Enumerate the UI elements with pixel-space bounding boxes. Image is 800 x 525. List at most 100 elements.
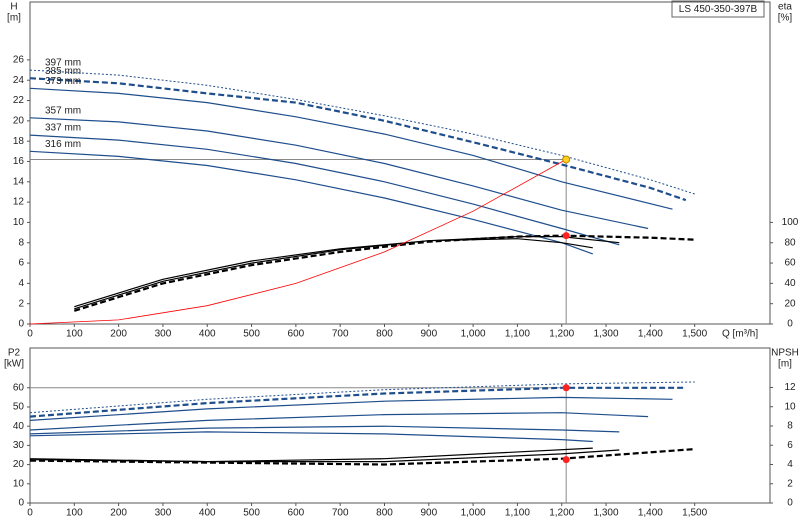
y-label: P2 (8, 348, 21, 359)
x-tick-label: 1,500 (682, 329, 707, 340)
curve (29, 150, 594, 255)
x-tick-label: 800 (376, 329, 393, 340)
y-tick-label: 0 (18, 498, 24, 509)
y-unit: [m] (7, 13, 21, 24)
x-tick-label: 1,200 (549, 329, 574, 340)
x-tick-label: 1,300 (594, 329, 619, 340)
y2-tick-label: 4 (787, 459, 793, 470)
curve (29, 134, 620, 246)
curve (29, 159, 567, 325)
curve-label: 397 mm (45, 58, 81, 69)
y-tick-label: 6 (18, 258, 24, 269)
y2-unit: [m] (778, 359, 792, 370)
x-tick-label: 700 (332, 329, 349, 340)
y-tick-label: 0 (18, 319, 24, 330)
y2-tick-label: 10 (784, 401, 796, 412)
curve-label: 385 mm (45, 66, 81, 77)
y2-tick-label: 60 (784, 258, 796, 269)
curve (29, 77, 687, 202)
curve (29, 447, 593, 463)
x-tick-label: 1,000 (461, 508, 486, 519)
plot-frame (29, 1, 771, 325)
y-tick-label: 2 (18, 298, 24, 309)
y-tick-label: 16 (13, 156, 25, 167)
duty-point-y2 (562, 232, 570, 240)
y2-tick-label: 40 (784, 278, 796, 289)
curve (29, 69, 695, 195)
curve-label: 357 mm (45, 105, 81, 116)
x-tick-label: 500 (243, 329, 260, 340)
y-tick-label: 40 (13, 421, 25, 432)
x-tick-label: 300 (155, 508, 172, 519)
x-tick-label: 400 (199, 508, 216, 519)
x-tick-label: 1,200 (549, 508, 574, 519)
y2-tick-label: 20 (784, 298, 796, 309)
y2-tick-label: 2 (787, 478, 793, 489)
curve (73, 234, 695, 312)
x-tick-label: 100 (66, 329, 83, 340)
x-tick-label: 1,000 (461, 329, 486, 340)
y-tick-label: 18 (13, 136, 25, 147)
x-tick-label: 200 (110, 329, 127, 340)
x-tick-label: 900 (420, 508, 437, 519)
y2-tick-label: 0 (787, 319, 793, 330)
y-tick-label: 20 (13, 459, 25, 470)
y-label: H (10, 2, 17, 13)
x-tick-label: 1,500 (682, 508, 707, 519)
y2-label: NPSH (771, 348, 799, 359)
x-tick-label: 0 (27, 508, 33, 519)
curve (29, 412, 649, 431)
curve (74, 236, 620, 310)
y2-tick-label: 12 (784, 382, 796, 393)
y2-label: eta (778, 2, 792, 13)
y-unit: [kW] (4, 359, 24, 370)
curve (29, 117, 649, 230)
y2-tick-label: 0 (787, 498, 793, 509)
curve (29, 396, 673, 421)
y-tick-label: 12 (13, 197, 25, 208)
curve-label: 337 mm (45, 123, 81, 134)
x-tick-label: 500 (243, 508, 260, 519)
x-tick-label: 1,400 (638, 329, 663, 340)
duty-point (562, 384, 570, 392)
y-tick-label: 24 (13, 75, 25, 86)
x-tick-label: 1,100 (505, 508, 530, 519)
curve (74, 238, 593, 308)
y2-tick-label: 100 (782, 217, 799, 228)
plot-frame (29, 347, 771, 504)
y-tick-label: 10 (13, 217, 25, 228)
x-tick-label: 1,300 (594, 508, 619, 519)
model-box (671, 0, 765, 18)
y-tick-label: 14 (13, 176, 25, 187)
y2-tick-label: 8 (787, 421, 793, 432)
duty-point (562, 155, 571, 164)
x-tick-label: 1,100 (505, 329, 530, 340)
y-tick-label: 50 (13, 402, 25, 413)
x-tick-label: 200 (110, 508, 127, 519)
curve (29, 425, 620, 435)
x-tick-label: 600 (288, 329, 305, 340)
curve (29, 386, 686, 418)
y-tick-label: 8 (18, 237, 24, 248)
model-label: LS 450-350-397B (679, 4, 758, 15)
x-tick-label: 300 (155, 329, 172, 340)
y2-tick-label: 80 (784, 237, 796, 248)
curve-label: 316 mm (45, 139, 81, 150)
x-tick-label: 100 (66, 508, 83, 519)
curve-label: 373 mm (45, 76, 81, 87)
curve (29, 87, 673, 210)
curve (29, 381, 695, 414)
x-tick-label: 400 (199, 329, 216, 340)
x-tick-label: 1,400 (638, 508, 663, 519)
x-tick-label: 800 (376, 508, 393, 519)
curve (29, 431, 593, 443)
y-tick-label: 22 (13, 95, 25, 106)
x-tick-label: 0 (27, 329, 33, 340)
y2-unit: [%] (778, 13, 793, 24)
x-tick-label: 700 (332, 508, 349, 519)
curve (29, 448, 695, 466)
y-tick-label: 4 (18, 278, 24, 289)
y-tick-label: 26 (13, 55, 25, 66)
y-tick-label: 30 (13, 440, 25, 451)
